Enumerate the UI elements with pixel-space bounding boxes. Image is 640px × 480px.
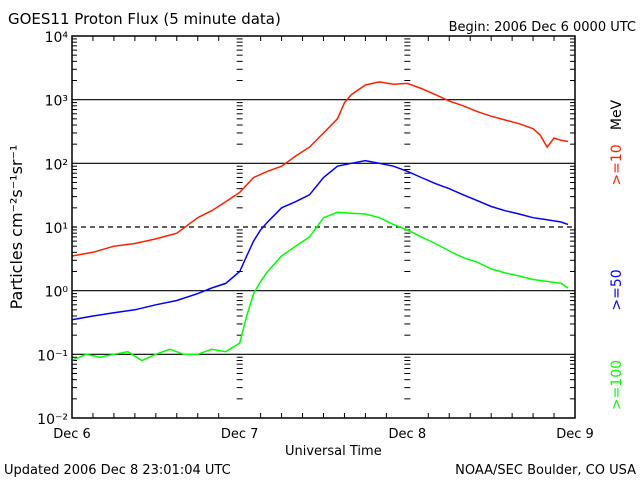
legend-gte10: >=10 xyxy=(609,144,625,185)
y-tick-label: 10⁻¹ xyxy=(37,348,68,364)
x-tick-label: Dec 9 xyxy=(556,427,594,442)
credit-label: NOAA/SEC Boulder, CO USA xyxy=(455,463,636,478)
x-tick-label: Dec 7 xyxy=(221,427,259,442)
begin-label: Begin: 2006 Dec 6 0000 UTC xyxy=(449,20,636,35)
legend-unit-label: MeV xyxy=(609,99,625,130)
y-tick-label: 10² xyxy=(45,157,68,173)
y-axis-label: Particles cm⁻²s⁻¹sr⁻¹ xyxy=(7,145,26,310)
x-tick-label: Dec 6 xyxy=(53,427,91,442)
plot-frame xyxy=(71,35,576,419)
updated-timestamp: Updated 2006 Dec 8 23:01:04 UTC xyxy=(4,463,231,478)
legend-gte100: >=100 xyxy=(609,360,625,410)
legend-gte50: >=50 xyxy=(609,269,625,310)
series-line-gte100 xyxy=(71,211,569,362)
chart-title: GOES11 Proton Flux (5 minute data) xyxy=(8,10,281,28)
y-tick-label: 10⁰ xyxy=(45,285,69,301)
y-tick-label: 10⁴ xyxy=(45,30,69,46)
y-tick-label: 10⁻² xyxy=(37,412,68,428)
series-line-gte50 xyxy=(71,159,569,321)
series-line-gte10 xyxy=(71,81,569,257)
y-tick-label: 10¹ xyxy=(45,221,68,237)
x-axis-label: Universal Time xyxy=(285,444,382,459)
y-tick-label: 10³ xyxy=(45,94,68,110)
x-tick-label: Dec 8 xyxy=(389,427,427,442)
